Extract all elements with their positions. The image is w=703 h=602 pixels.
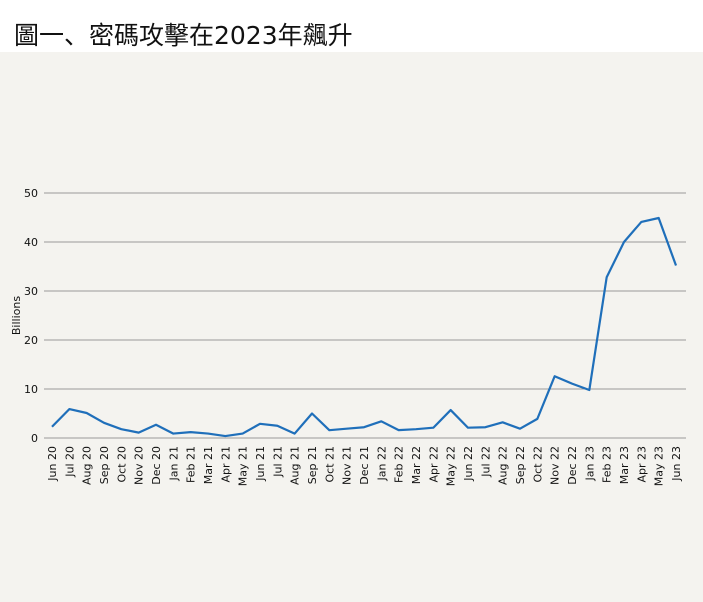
x-tick-label: Jul 21 <box>271 446 284 478</box>
y-tick-label: 30 <box>24 285 38 298</box>
x-tick-label: Apr 21 <box>219 446 232 483</box>
x-tick-label: Jun 22 <box>462 446 475 482</box>
chart-title: 圖一、密碼攻擊在2023年飆升 <box>14 21 353 50</box>
y-tick-label: 50 <box>24 187 38 200</box>
x-tick-label: May 22 <box>445 446 458 486</box>
x-tick-label: Jun 20 <box>46 446 59 482</box>
y-tick-label: 10 <box>24 383 38 396</box>
x-tick-label: Nov 20 <box>133 446 146 485</box>
x-tick-label: Apr 23 <box>635 446 648 483</box>
x-tick-label: Feb 21 <box>185 446 198 483</box>
x-tick-label: May 23 <box>653 446 666 486</box>
x-tick-label: Aug 22 <box>497 446 510 485</box>
x-tick-label: Oct 21 <box>323 446 336 483</box>
x-tick-label: Jul 20 <box>63 446 76 478</box>
x-tick-label: Mar 23 <box>618 446 631 484</box>
y-tick-label: 40 <box>24 236 38 249</box>
x-tick-label: Nov 22 <box>549 446 562 485</box>
x-tick-label: Nov 21 <box>341 446 354 485</box>
x-tick-label: Oct 20 <box>115 446 128 483</box>
x-tick-label: Aug 21 <box>289 446 302 485</box>
x-tick-label: Feb 23 <box>601 446 614 483</box>
x-tick-label: Aug 20 <box>81 446 94 485</box>
x-tick-label: Mar 21 <box>202 446 215 484</box>
x-tick-label: May 21 <box>237 446 250 486</box>
x-tick-label: Jun 21 <box>254 446 267 482</box>
chart-panel: 0 10 20 30 40 50 Billions Jun 20 Jul 20 Aug 20 Sep… <box>0 52 703 602</box>
y-axis-label: Billions <box>10 296 23 335</box>
x-tick-label: Sep 22 <box>514 446 527 484</box>
x-tick-label: Jan 23 <box>583 446 596 481</box>
x-tick-label: Dec 22 <box>566 446 579 485</box>
x-tick-label: Jul 22 <box>479 446 492 478</box>
x-tick-label: Jun 23 <box>670 446 683 482</box>
line-chart: 0 10 20 30 40 50 Billions Jun 20 Jul 20 Aug 20 Sep… <box>10 187 686 486</box>
y-tick-label: 20 <box>24 334 38 347</box>
x-tick-label: Dec 21 <box>358 446 371 485</box>
y-tick-label: 0 <box>31 432 38 445</box>
x-tick-label: Sep 21 <box>306 446 319 484</box>
x-tick-label: Dec 20 <box>150 446 163 485</box>
x-tick-label: Oct 22 <box>531 446 544 483</box>
x-tick-label: Sep 20 <box>98 446 111 484</box>
x-tick-label: Mar 22 <box>410 446 423 484</box>
series-line <box>51 216 678 438</box>
x-tick-label: Feb 22 <box>393 446 406 483</box>
x-tick-label: Jan 21 <box>167 446 180 481</box>
x-tick-label: Apr 22 <box>427 446 440 483</box>
x-tick-label: Jan 22 <box>375 446 388 481</box>
